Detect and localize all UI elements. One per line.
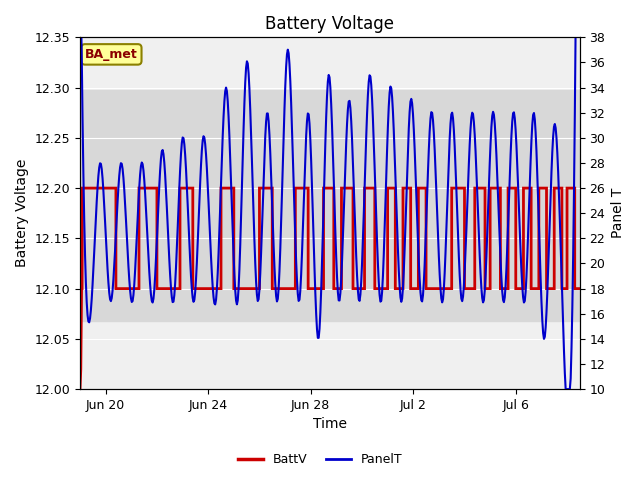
Text: BA_met: BA_met [85,48,138,61]
Y-axis label: Panel T: Panel T [611,188,625,239]
Legend: BattV, PanelT: BattV, PanelT [232,448,408,471]
Bar [80,90,580,321]
Title: Battery Voltage: Battery Voltage [266,15,394,33]
X-axis label: Time: Time [313,418,347,432]
Y-axis label: Battery Voltage: Battery Voltage [15,159,29,267]
